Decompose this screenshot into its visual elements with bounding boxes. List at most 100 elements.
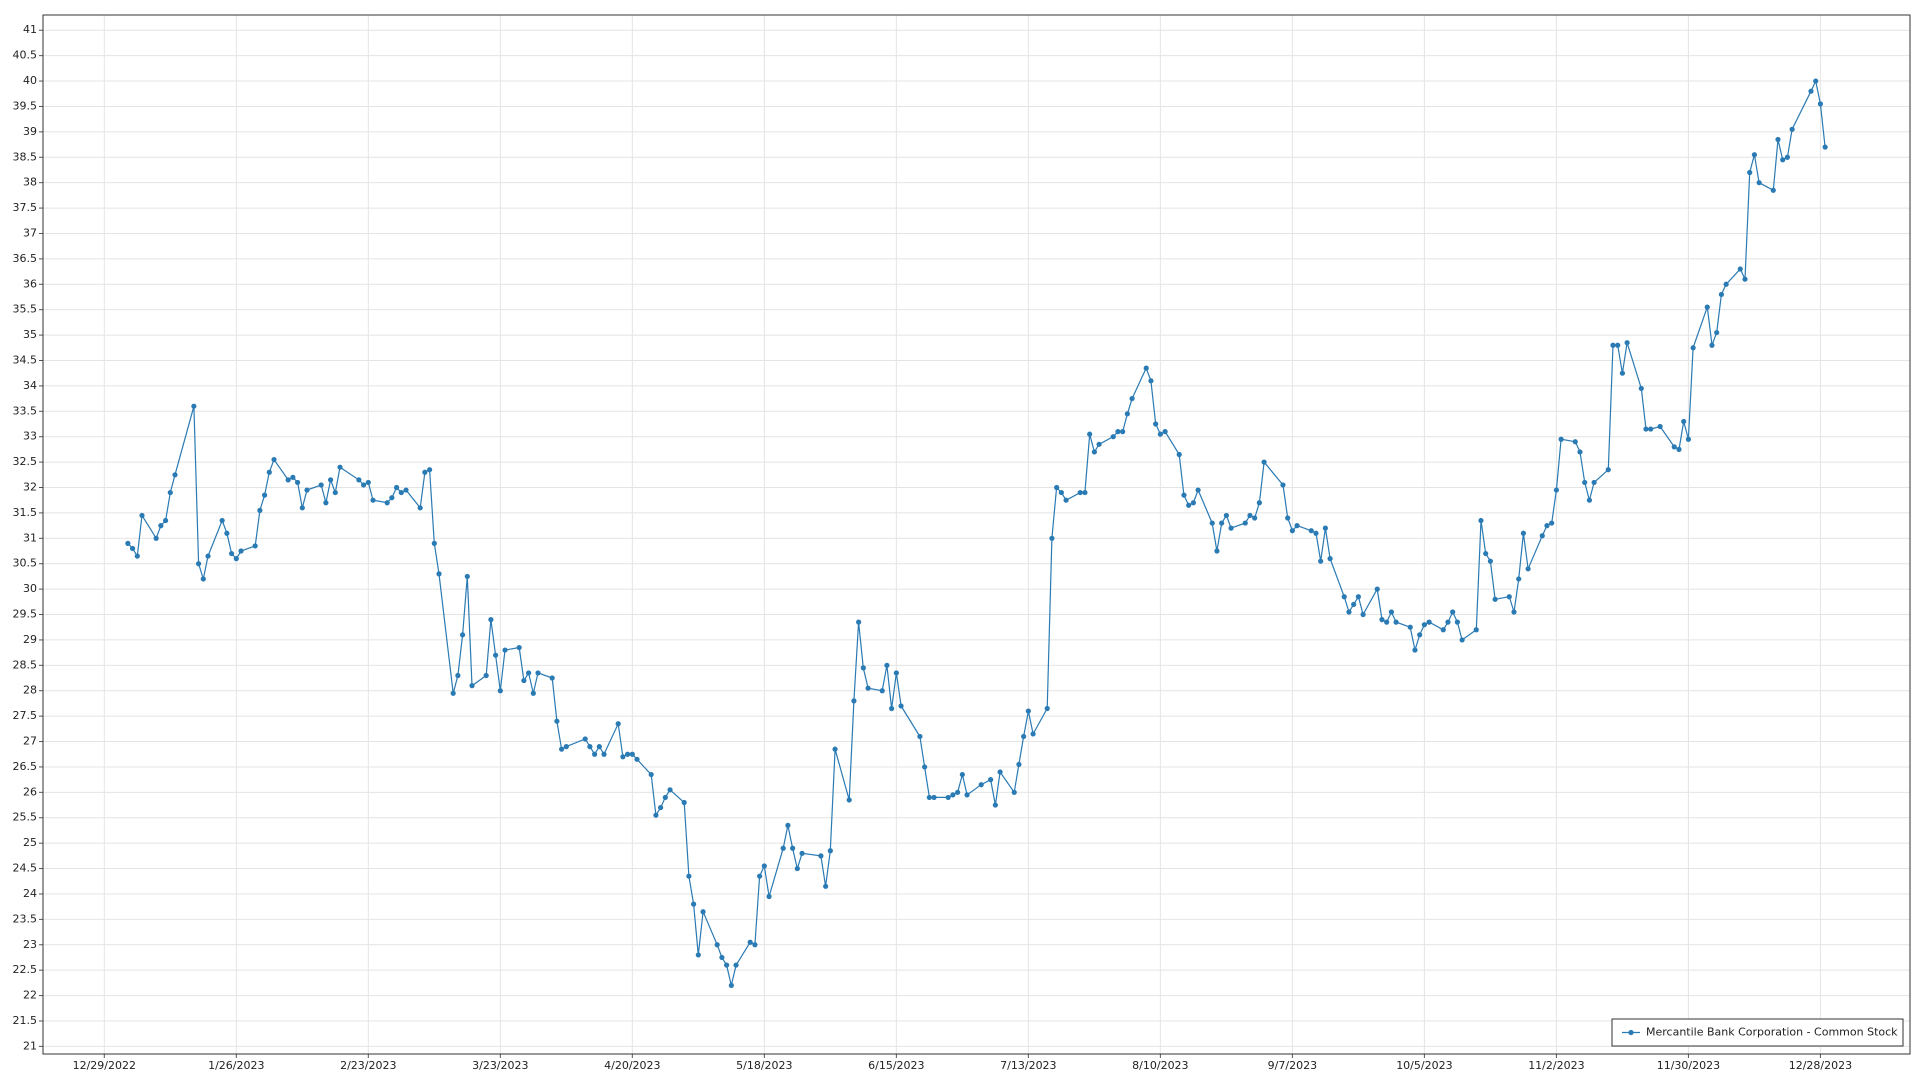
data-point xyxy=(1817,101,1824,107)
data-point xyxy=(450,690,456,696)
data-point xyxy=(1426,619,1432,625)
y-tick-label: 23.5 xyxy=(13,912,38,925)
data-point xyxy=(172,472,178,478)
data-point xyxy=(493,652,499,658)
data-point xyxy=(1219,520,1225,526)
data-point xyxy=(1756,180,1762,186)
y-tick-label: 22.5 xyxy=(13,963,38,976)
y-tick-label: 29.5 xyxy=(13,608,38,621)
data-point xyxy=(252,543,258,549)
data-point xyxy=(592,751,598,757)
data-point xyxy=(1228,525,1234,531)
data-point xyxy=(1256,500,1262,506)
y-tick-label: 38 xyxy=(23,176,37,189)
y-tick-label: 21 xyxy=(23,1039,37,1052)
data-point xyxy=(856,619,862,625)
data-point xyxy=(1525,566,1531,572)
data-point xyxy=(582,736,588,742)
data-point xyxy=(823,883,829,889)
data-point xyxy=(1808,88,1814,94)
data-point xyxy=(1676,446,1682,452)
y-tick-label: 25.5 xyxy=(13,811,38,824)
data-point xyxy=(1487,558,1493,564)
data-point xyxy=(1030,731,1036,737)
data-point xyxy=(460,632,466,638)
data-point xyxy=(832,746,838,752)
data-point xyxy=(1421,622,1427,628)
data-point xyxy=(1751,152,1758,158)
data-point xyxy=(1445,619,1451,625)
data-point xyxy=(1388,609,1394,615)
data-point xyxy=(1577,449,1583,455)
x-tick-label: 2/23/2023 xyxy=(340,1059,396,1072)
data-point xyxy=(1153,421,1159,427)
data-point xyxy=(766,893,772,900)
plot-frame xyxy=(42,14,1911,1055)
data-point xyxy=(469,683,475,689)
data-point xyxy=(228,550,235,557)
data-point xyxy=(205,553,211,559)
data-point xyxy=(1572,439,1578,445)
data-point xyxy=(922,764,928,770)
y-tick-label: 37 xyxy=(23,226,37,239)
data-point xyxy=(625,751,631,757)
y-tick-label: 22 xyxy=(23,989,37,1002)
data-point xyxy=(648,771,654,778)
data-point xyxy=(327,477,334,483)
data-point xyxy=(846,797,852,803)
x-tick-label: 4/20/2023 xyxy=(604,1059,660,1072)
data-point xyxy=(139,512,145,519)
y-tick-label: 33 xyxy=(23,430,37,443)
data-point xyxy=(620,754,626,760)
data-point xyxy=(1082,489,1088,496)
data-point xyxy=(799,850,805,856)
data-point xyxy=(125,540,131,546)
data-point xyxy=(917,733,923,740)
data-point xyxy=(158,523,164,529)
y-tick-label: 23 xyxy=(23,938,37,951)
data-point xyxy=(1346,609,1352,615)
x-tick-label: 11/2/2023 xyxy=(1528,1059,1584,1072)
data-point xyxy=(1285,515,1291,521)
data-point xyxy=(455,672,461,679)
data-point xyxy=(681,799,687,806)
y-tick-label: 21.5 xyxy=(13,1014,38,1027)
data-point xyxy=(1780,157,1786,163)
data-point xyxy=(516,644,522,651)
data-point xyxy=(658,804,664,811)
y-tick-label: 26 xyxy=(23,785,37,798)
y-tick-label: 27.5 xyxy=(13,709,38,722)
data-point xyxy=(851,698,857,704)
data-point xyxy=(1115,429,1121,435)
data-point xyxy=(827,848,833,854)
data-point xyxy=(1619,370,1626,376)
data-point xyxy=(431,540,437,546)
x-tick-label: 7/13/2023 xyxy=(1000,1059,1056,1072)
data-point xyxy=(752,942,758,948)
data-point xyxy=(926,794,932,801)
data-point xyxy=(860,665,866,671)
data-point xyxy=(700,909,706,915)
x-tick-label: 3/23/2023 xyxy=(472,1059,528,1072)
data-point xyxy=(1384,619,1390,625)
data-point xyxy=(1129,395,1135,402)
data-point xyxy=(398,489,404,496)
data-point xyxy=(780,845,786,851)
data-point xyxy=(1440,627,1446,633)
y-tick-label: 33.5 xyxy=(13,404,38,417)
legend-swatch-dot xyxy=(1628,1029,1634,1036)
y-tick-label: 24 xyxy=(23,887,37,900)
data-point xyxy=(1478,517,1484,524)
data-point xyxy=(1723,281,1729,287)
data-point xyxy=(1553,487,1560,493)
data-point xyxy=(988,777,994,783)
data-point xyxy=(1615,342,1621,348)
data-point xyxy=(992,802,998,808)
data-point xyxy=(304,487,310,493)
data-point xyxy=(1209,520,1215,526)
data-point xyxy=(1492,596,1498,602)
data-point xyxy=(634,756,640,762)
data-point xyxy=(1318,558,1324,564)
data-point xyxy=(1313,530,1319,536)
